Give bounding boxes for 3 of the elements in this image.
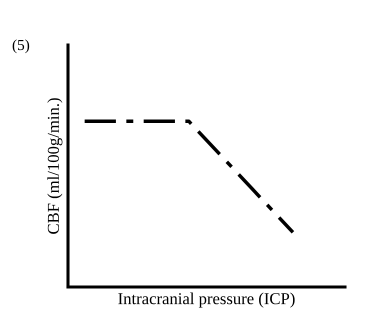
chart-title: (5) [12, 39, 30, 54]
y-axis-title: CBF (ml/100g/min.) [47, 98, 62, 234]
x-axis-title: Intracranial pressure (ICP) [118, 292, 295, 308]
